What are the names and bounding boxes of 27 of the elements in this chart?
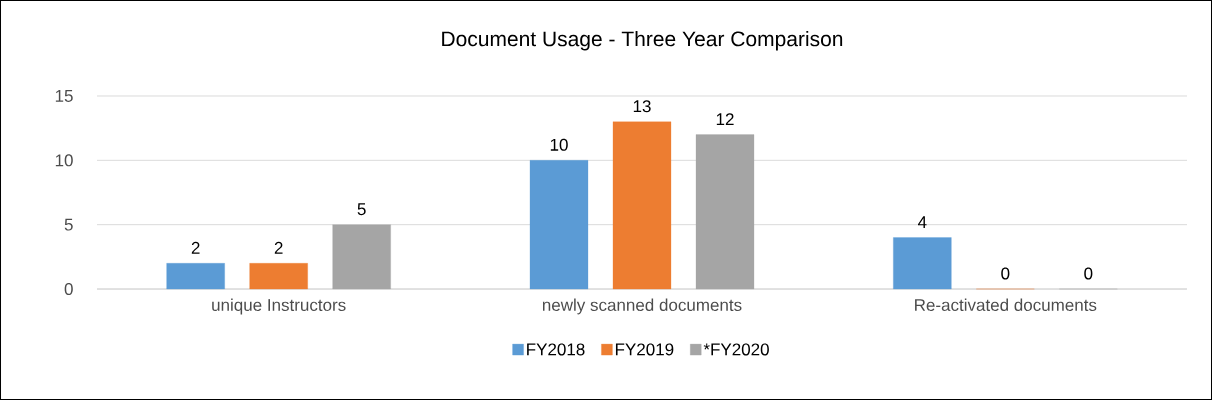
- y-tick-label: 0: [64, 282, 73, 296]
- data-label: 2: [274, 241, 283, 254]
- data-label: 0: [1001, 267, 1010, 280]
- data-label: 4: [917, 216, 927, 228]
- legend-label: FY2019: [615, 343, 674, 356]
- x-tick-label: unique Instructors: [212, 298, 346, 315]
- bar: [695, 134, 755, 290]
- y-tick-label: 10: [55, 154, 73, 167]
- data-label: 10: [550, 138, 568, 151]
- data-label: 5: [357, 203, 366, 216]
- data-label: 0: [1084, 267, 1093, 280]
- bar: [249, 263, 308, 290]
- x-tick-label: newly scanned documents: [542, 298, 742, 315]
- y-tick-label: 5: [64, 218, 73, 231]
- bar: [166, 263, 225, 290]
- bar: [893, 237, 952, 290]
- chart-title: Document Usage - Three Year Comparison: [442, 30, 843, 51]
- bar: [529, 160, 589, 290]
- legend-label: *FY2020: [703, 343, 769, 356]
- data-label: 12: [716, 113, 734, 126]
- data-label: 13: [633, 100, 651, 113]
- data-label: 2: [191, 241, 200, 254]
- bar: [332, 224, 391, 290]
- y-tick-label: 15: [55, 90, 73, 102]
- bar: [612, 121, 672, 290]
- x-tick-label: Re-activated documents: [915, 298, 1097, 312]
- legend-label: FY2018: [527, 343, 585, 356]
